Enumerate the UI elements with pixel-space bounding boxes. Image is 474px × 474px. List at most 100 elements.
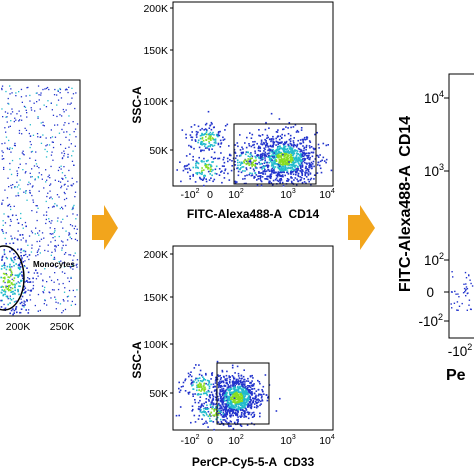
event-dot bbox=[231, 381, 234, 383]
event-dot bbox=[0, 306, 3, 308]
event-dot bbox=[185, 165, 188, 167]
event-dot bbox=[270, 160, 272, 163]
event-dot bbox=[270, 138, 273, 141]
event-dot bbox=[43, 104, 45, 106]
event-dot bbox=[25, 192, 27, 194]
event-dot bbox=[237, 372, 240, 375]
event-dot bbox=[64, 122, 66, 124]
event-dot bbox=[3, 276, 6, 279]
event-dot bbox=[283, 148, 286, 150]
event-dot bbox=[214, 168, 217, 171]
event-dot bbox=[25, 239, 27, 242]
event-dot bbox=[8, 186, 10, 188]
event-dot bbox=[33, 165, 36, 167]
event-dot bbox=[1, 108, 3, 110]
event-dot bbox=[270, 173, 273, 175]
event-dot bbox=[64, 174, 66, 177]
event-dot bbox=[253, 383, 255, 385]
event-dot bbox=[209, 134, 212, 136]
event-dot bbox=[254, 164, 256, 167]
event-dot bbox=[18, 110, 20, 112]
event-dot bbox=[260, 184, 263, 187]
event-dot bbox=[225, 374, 228, 377]
event-dot bbox=[48, 174, 50, 176]
event-dot bbox=[72, 150, 74, 152]
event-dot bbox=[292, 154, 294, 157]
event-dot bbox=[198, 146, 201, 149]
event-dot bbox=[209, 394, 211, 396]
event-dot bbox=[294, 150, 296, 152]
event-dot bbox=[179, 389, 182, 392]
event-dot bbox=[200, 383, 202, 385]
event-dot bbox=[208, 133, 211, 135]
event-dot bbox=[461, 302, 463, 305]
event-dot bbox=[286, 162, 289, 165]
event-dot bbox=[254, 163, 257, 166]
event-dot bbox=[25, 171, 27, 173]
event-dot bbox=[247, 395, 250, 398]
event-dot bbox=[232, 427, 235, 430]
event-dot bbox=[465, 277, 468, 279]
event-dot bbox=[250, 413, 253, 416]
event-dot bbox=[241, 391, 243, 393]
event-dot bbox=[26, 299, 28, 301]
event-dot bbox=[17, 276, 19, 278]
event-dot bbox=[197, 394, 199, 396]
event-dot bbox=[200, 150, 202, 153]
event-dot bbox=[280, 156, 282, 158]
event-dot bbox=[214, 403, 216, 406]
event-dot bbox=[286, 148, 289, 150]
event-dot bbox=[30, 289, 33, 292]
event-dot bbox=[4, 277, 6, 280]
event-dot bbox=[207, 398, 210, 401]
event-dot bbox=[30, 176, 32, 178]
event-dot bbox=[43, 289, 45, 291]
event-dot bbox=[245, 403, 247, 406]
event-dot bbox=[42, 292, 45, 294]
event-dot bbox=[247, 155, 250, 157]
event-dot bbox=[284, 163, 286, 165]
event-dot bbox=[5, 136, 8, 138]
event-dot bbox=[282, 165, 285, 168]
event-dot bbox=[280, 166, 283, 168]
event-dot bbox=[279, 175, 282, 177]
event-dot bbox=[239, 391, 242, 393]
event-dot bbox=[18, 293, 20, 296]
event-dot bbox=[40, 122, 42, 124]
event-dot bbox=[242, 166, 245, 168]
event-dot bbox=[264, 138, 266, 141]
event-dot bbox=[224, 389, 227, 392]
event-dot bbox=[277, 135, 279, 137]
event-dot bbox=[240, 396, 243, 399]
event-dot bbox=[6, 295, 9, 297]
event-dot bbox=[273, 152, 275, 154]
event-dot bbox=[235, 388, 237, 391]
event-dot bbox=[316, 131, 318, 134]
event-dot bbox=[29, 294, 31, 296]
event-dot bbox=[273, 151, 275, 153]
event-dot bbox=[194, 139, 197, 141]
event-dot bbox=[37, 310, 39, 312]
event-dot bbox=[24, 281, 26, 283]
event-dot bbox=[225, 407, 228, 410]
event-dot bbox=[471, 285, 474, 287]
event-dot bbox=[68, 169, 70, 172]
event-dot bbox=[300, 127, 303, 129]
event-dot bbox=[45, 200, 47, 203]
event-dot bbox=[6, 116, 8, 118]
event-dot bbox=[199, 386, 201, 388]
event-dot bbox=[301, 150, 303, 153]
event-dot bbox=[233, 395, 235, 398]
event-dot bbox=[19, 179, 21, 181]
event-dot bbox=[250, 391, 252, 394]
event-dot bbox=[49, 227, 51, 229]
event-dot bbox=[240, 162, 242, 165]
event-dot bbox=[235, 411, 237, 414]
event-dot bbox=[261, 168, 263, 170]
event-dot bbox=[204, 379, 207, 381]
svg-text:104: 104 bbox=[424, 89, 444, 106]
event-dot bbox=[240, 413, 243, 416]
event-dot bbox=[307, 156, 309, 159]
event-dot bbox=[64, 183, 66, 185]
event-dot bbox=[203, 384, 205, 387]
